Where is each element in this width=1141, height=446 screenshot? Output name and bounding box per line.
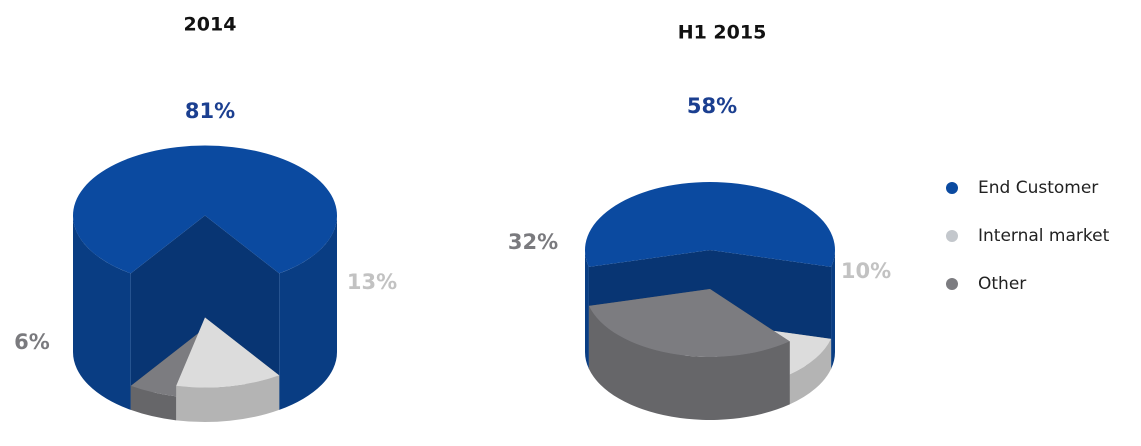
slice-top	[176, 317, 280, 388]
slice-wall	[176, 375, 280, 422]
legend-marker	[946, 230, 958, 242]
slice-wall	[588, 305, 790, 421]
slice-top	[130, 328, 205, 397]
slice-wall	[789, 338, 832, 405]
value-label: 81%	[185, 99, 235, 123]
value-label: 32%	[508, 230, 558, 254]
legend-marker	[946, 182, 958, 194]
slice-wall	[73, 215, 131, 410]
slice-top	[588, 289, 790, 357]
legend-label: Internal market	[978, 226, 1110, 246]
value-label: 58%	[687, 94, 737, 118]
chart-title: 2014	[184, 14, 237, 36]
chart-title: H1 2015	[678, 22, 767, 44]
legend-label: End Customer	[978, 178, 1098, 198]
legend-marker	[946, 278, 958, 290]
slice-wall	[130, 385, 177, 421]
value-label: 6%	[14, 330, 50, 354]
slice-top	[585, 182, 835, 267]
legend-label: Other	[978, 274, 1026, 294]
slice-wall	[279, 215, 337, 410]
value-label: 10%	[841, 259, 891, 283]
slice-wall	[831, 250, 835, 369]
slice-wall	[585, 250, 589, 369]
slice-top	[73, 145, 338, 274]
value-label: 13%	[347, 270, 397, 294]
